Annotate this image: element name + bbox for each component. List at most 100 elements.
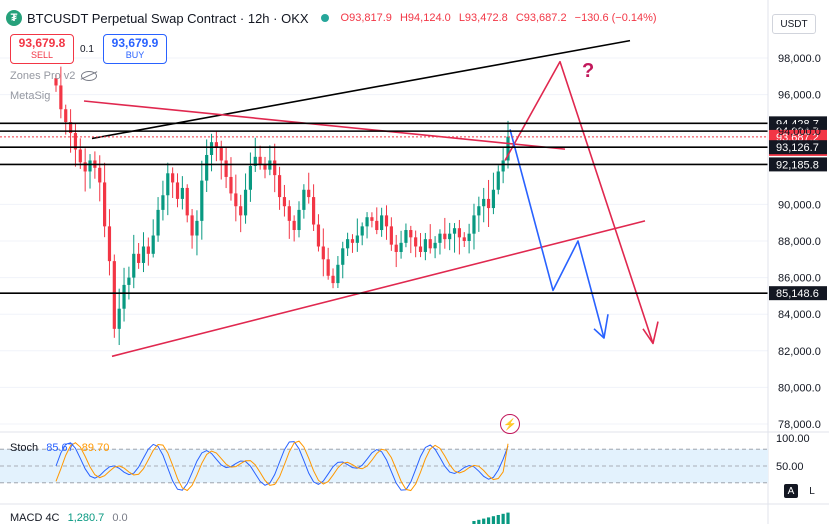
- macd-value: 1,280.7: [67, 512, 105, 524]
- candle-body: [239, 206, 243, 216]
- macd-histogram-bar: [477, 519, 481, 524]
- candle-body: [316, 224, 321, 247]
- candle-body: [350, 239, 355, 243]
- candle-body: [341, 248, 345, 265]
- log-scale-button[interactable]: L: [809, 485, 815, 497]
- candle-body: [137, 253, 141, 263]
- blue-arrow-head: [593, 314, 609, 339]
- ohlc-close: C93,687.2: [515, 12, 567, 24]
- candle-body: [229, 176, 233, 194]
- candle-body: [258, 156, 262, 165]
- candle-body: [273, 160, 277, 176]
- trendline-drawings: [83, 39, 659, 358]
- eye-hidden-icon[interactable]: [81, 71, 98, 81]
- candle-body: [88, 160, 92, 172]
- candle-body: [224, 160, 228, 177]
- candle-body: [506, 136, 510, 161]
- candle-body: [346, 239, 350, 249]
- chart-title[interactable]: BTCUSDT Perpetual Swap Contract · 12h · …: [27, 10, 309, 26]
- indicator-zones-pro[interactable]: Zones Pro v2: [10, 70, 98, 82]
- candle-body: [112, 261, 116, 329]
- candle-body: [409, 230, 413, 238]
- candle-body: [219, 147, 223, 161]
- candle-body: [302, 189, 306, 210]
- candle-body: [205, 154, 209, 181]
- candle-body: [448, 233, 452, 240]
- stoch-axis-label: 100.00: [776, 433, 810, 445]
- macd-histogram-bar: [491, 516, 496, 524]
- candle-body: [195, 220, 199, 236]
- candle-body: [185, 187, 189, 216]
- stoch-legend[interactable]: Stoch 85.67 89.70: [10, 442, 109, 454]
- candle-body: [311, 197, 316, 225]
- descending-resistance-line: [83, 100, 566, 150]
- price-tick-label: 90,000.0: [778, 199, 821, 211]
- currency-selector[interactable]: USDT: [772, 14, 816, 34]
- candle-body: [360, 226, 364, 236]
- stoch-d-value: 89.70: [81, 442, 110, 454]
- candle-body: [127, 277, 131, 285]
- candle-body: [394, 244, 398, 252]
- macd-histogram-bar: [482, 518, 486, 524]
- candle-body: [171, 173, 175, 183]
- candle-body: [477, 206, 481, 216]
- candle-body: [501, 160, 505, 172]
- candle-body: [457, 228, 461, 238]
- red-arrow-head: [642, 321, 659, 345]
- question-mark-annotation: ?: [582, 60, 595, 82]
- candle-body: [336, 264, 340, 284]
- candle-body: [243, 189, 248, 216]
- indicator-metasignal[interactable]: MetaSig: [10, 90, 50, 102]
- candle-body: [190, 215, 194, 236]
- macd-histogram-bar: [472, 521, 476, 524]
- candle-body: [443, 233, 447, 240]
- sell-price: 93,679.8: [18, 36, 66, 50]
- sell-button[interactable]: 93,679.8 SELL: [10, 34, 74, 64]
- level-price-label: 85,148.6: [776, 288, 819, 300]
- sell-label: SELL: [30, 50, 54, 60]
- macd-legend[interactable]: MACD 4C 1,280.7 0.0: [10, 512, 128, 524]
- candle-body: [209, 142, 214, 155]
- candle-body: [370, 217, 374, 221]
- candle-body: [399, 242, 403, 252]
- candle-body: [472, 215, 476, 234]
- candle-body: [482, 198, 486, 207]
- lightning-alert-icon[interactable]: ⚡: [500, 414, 520, 434]
- candle-body: [486, 198, 491, 209]
- candle-body: [68, 122, 73, 134]
- red-projection-path: [504, 60, 654, 344]
- buy-button[interactable]: 93,679.9 BUY: [103, 34, 167, 64]
- ohlc-change: −130.6 (−0.14%): [574, 12, 657, 24]
- buy-label: BUY: [125, 50, 145, 60]
- stoch-d-line: [55, 440, 509, 492]
- candle-body: [122, 284, 126, 309]
- candle-body: [83, 162, 87, 172]
- price-tick-label: 86,000.0: [778, 273, 821, 285]
- macd-title: MACD 4C: [10, 512, 60, 524]
- level-price-label: 92,185.8: [776, 159, 819, 171]
- level-badge: [769, 140, 827, 155]
- candle-body: [200, 180, 204, 221]
- candle-body: [73, 133, 78, 150]
- tether-coin-icon: ₮: [6, 10, 22, 26]
- candle-body: [287, 206, 291, 221]
- price-tick-label: 96,000.0: [778, 90, 821, 102]
- candle-body: [491, 189, 496, 209]
- auto-scale-button[interactable]: A: [784, 484, 798, 498]
- candle-body: [151, 235, 155, 254]
- price-tick-label: 98,000.0: [778, 53, 821, 65]
- candle-body: [307, 189, 311, 198]
- price-tick-label: 94,000.0: [778, 126, 821, 138]
- candle-body: [380, 215, 384, 231]
- candle-body: [438, 233, 442, 243]
- rising-support-line: [111, 220, 646, 358]
- candle-body: [414, 237, 418, 247]
- buy-price: 93,679.9: [111, 36, 159, 50]
- price-tick-label: 80,000.0: [778, 382, 821, 394]
- price-axis[interactable]: 98,000.0 96,000.0 94,000.0 90,000.0 88,000.0…: [767, 0, 821, 524]
- ohlc-readout: O93,817.9 H94,124.0 L93,472.8 C93,687.2 …: [341, 12, 662, 24]
- chart-header: ₮ BTCUSDT Perpetual Swap Contract · 12h …: [6, 8, 662, 28]
- candle-body: [389, 226, 393, 245]
- stoch-axis-label: 50.00: [776, 461, 804, 473]
